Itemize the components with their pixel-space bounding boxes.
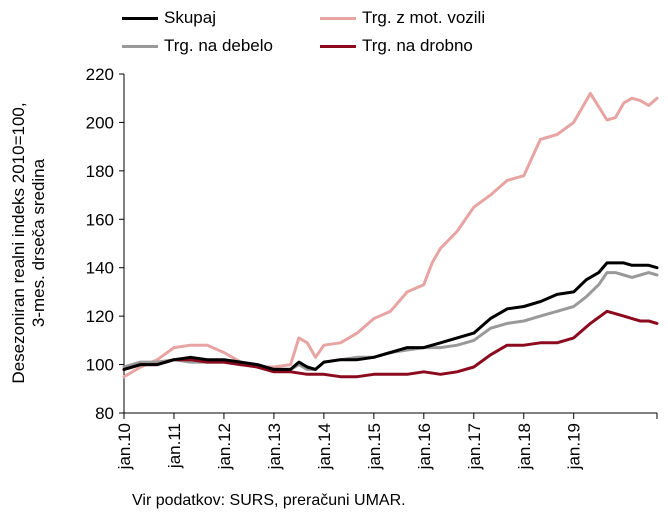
y-tick-label: 80 (95, 404, 114, 423)
legend-item-skupaj: Skupaj (122, 8, 216, 28)
y-tick-label: 180 (86, 162, 114, 181)
legend-swatch-skupaj (122, 16, 158, 20)
legend-swatch-trg-z-mot-vozili (320, 16, 356, 20)
x-tick-label: jan.14 (315, 423, 334, 470)
y-tick-label: 160 (86, 210, 114, 229)
legend-item-trg-z-mot-vozili: Trg. z mot. vozili (320, 8, 485, 28)
x-tick-label: jan.10 (115, 423, 134, 470)
y-tick-label: 220 (86, 65, 114, 84)
x-tick-label: jan.16 (415, 423, 434, 470)
legend-swatch-trg-na-debelo (122, 44, 158, 48)
y-axis-label-line: Desezoniran realni indeks 2010=100, (9, 102, 28, 383)
y-tick-label: 200 (86, 113, 114, 132)
legend-label-skupaj: Skupaj (164, 8, 216, 27)
series-line-skupaj (122, 261, 659, 371)
y-tick-label: 120 (86, 307, 114, 326)
x-tick-label: jan.15 (365, 423, 384, 470)
x-tick-label: jan.13 (265, 423, 284, 470)
legend-item-trg-na-debelo: Trg. na debelo (122, 36, 273, 56)
y-tick-label: 140 (86, 259, 114, 278)
legend: Skupaj Trg. z mot. vozili Trg. na debelo… (0, 0, 668, 60)
source-note: Vir podatkov: SURS, preračuni UMAR. (132, 492, 406, 509)
x-tick-label: jan.18 (515, 423, 534, 470)
x-tick-label: jan.19 (565, 423, 584, 470)
legend-label-trg-na-debelo: Trg. na debelo (164, 36, 273, 55)
x-tick-label: jan.12 (215, 423, 234, 470)
legend-item-trg-na-drobno: Trg. na drobno (320, 36, 473, 56)
series-line-trg-z-mot-vozili (122, 91, 659, 379)
legend-label-trg-na-drobno: Trg. na drobno (362, 36, 473, 55)
series-line-trg-na-drobno (122, 309, 659, 379)
series-layer (122, 91, 659, 379)
y-tick-label: 100 (86, 356, 114, 375)
axes: 80 100 120 140 160 180 200 220 jan.10 jan.11 jan.1… (86, 65, 658, 470)
legend-label-trg-z-mot-vozili: Trg. z mot. vozili (362, 8, 486, 27)
y-axis-label: Desezoniran realni indeks 2010=100,3-mes… (9, 102, 48, 383)
x-tick-label: jan.17 (465, 423, 484, 470)
y-axis-label-line: 3-mes. drseča sredina (29, 158, 48, 327)
x-tick-label: jan.11 (165, 423, 184, 469)
legend-swatch-trg-na-drobno (320, 44, 356, 48)
